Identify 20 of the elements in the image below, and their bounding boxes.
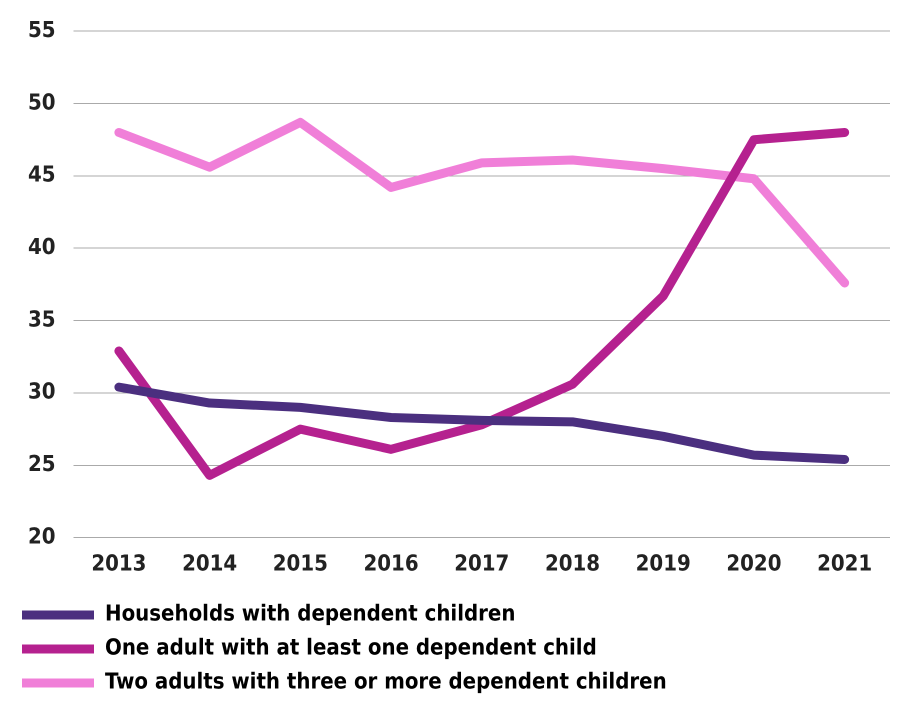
x-tick-label: 2014 bbox=[182, 552, 238, 577]
y-tick-label: 40 bbox=[28, 234, 56, 260]
legend-label: One adult with at least one dependent child bbox=[105, 636, 597, 661]
x-tick-label: 2020 bbox=[726, 552, 782, 577]
x-tick-label: 2015 bbox=[272, 552, 328, 577]
legend-label: Two adults with three or more dependent children bbox=[105, 670, 667, 695]
x-tick-label: 2017 bbox=[454, 552, 510, 577]
x-tick-label: 2018 bbox=[544, 552, 600, 577]
y-tick-label: 45 bbox=[28, 162, 56, 188]
x-tick-label: 2019 bbox=[636, 552, 691, 577]
y-tick-label: 30 bbox=[28, 380, 56, 405]
y-tick-label: 50 bbox=[28, 90, 56, 116]
y-tick-label: 25 bbox=[28, 452, 56, 477]
y-tick-label: 20 bbox=[28, 524, 56, 550]
legend-label: Households with dependent children bbox=[105, 602, 516, 627]
x-tick-label: 2016 bbox=[364, 552, 419, 577]
x-tick-label: 2013 bbox=[91, 552, 146, 577]
y-tick-label: 35 bbox=[28, 307, 56, 332]
y-tick-label: 55 bbox=[28, 18, 56, 43]
x-tick-label: 2021 bbox=[817, 552, 872, 577]
